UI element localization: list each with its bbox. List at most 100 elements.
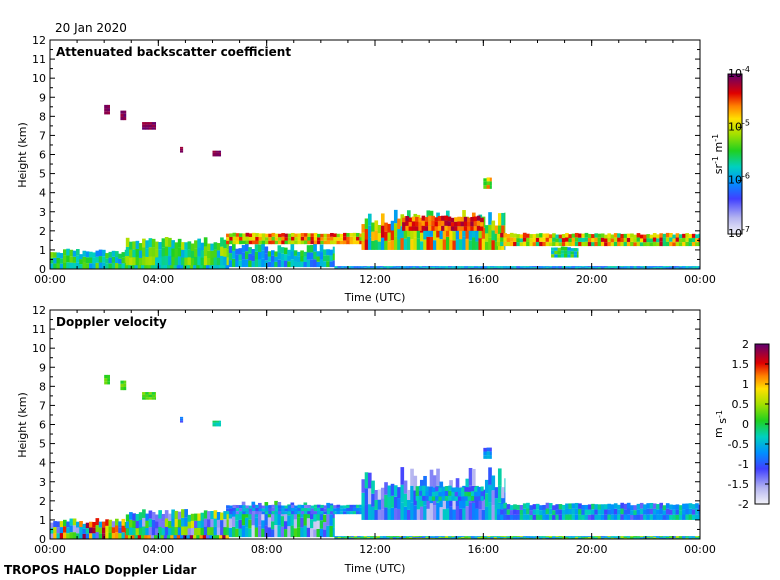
backscatter-heatmap-cell [277, 252, 282, 260]
backscatter-heatmap-cell [190, 250, 195, 258]
doppler-heatmap-cell [226, 511, 230, 520]
backscatter-heatmap-cell [352, 240, 357, 245]
backscatter-heatmap-cell [526, 233, 530, 238]
doppler-heatmap-cell [678, 505, 683, 511]
doppler-heatmap-cell [506, 504, 511, 510]
backscatter-heatmap-cell [245, 243, 249, 252]
doppler-heatmap-cell [571, 508, 576, 515]
backscatter-heatmap-cell [258, 244, 262, 252]
doppler-heatmap-cell [69, 518, 74, 526]
backscatter-heatmap-cell [82, 256, 87, 263]
doppler-heatmap-cell [448, 537, 452, 539]
backscatter-heatmap-cell [555, 238, 560, 243]
doppler-heatmap-cell [455, 478, 460, 493]
doppler-heatmap-cell [665, 503, 670, 509]
backscatter-heatmap-cell [411, 221, 416, 227]
backscatter-heatmap-cell [274, 237, 279, 241]
backscatter-heatmap-cell [496, 237, 501, 243]
doppler-heatmap-cell [155, 521, 159, 529]
doppler-heatmap-cell [380, 487, 385, 499]
doppler-heatmap-cell [403, 480, 408, 494]
doppler-heatmap-cell [416, 509, 421, 520]
doppler-heatmap-cell [95, 532, 100, 539]
doppler-heatmap-cell [108, 519, 113, 527]
backscatter-heatmap-cell [380, 225, 385, 238]
backscatter-heatmap-cell [121, 263, 126, 269]
doppler-heatmap-cell [467, 536, 472, 538]
backscatter-heatmap-cell [626, 237, 631, 242]
doppler-heatmap-cell [390, 483, 395, 496]
backscatter-heatmap-cell [297, 240, 302, 245]
backscatter-heatmap-cell [646, 267, 651, 269]
backscatter-heatmap-cell [194, 240, 198, 249]
backscatter-heatmap-cell [623, 267, 628, 269]
doppler-heatmap-cell [181, 509, 185, 518]
backscatter-heatmap-cell [574, 267, 579, 269]
backscatter-heatmap-cell [313, 236, 318, 241]
backscatter-heatmap-cell [489, 177, 492, 182]
backscatter-heatmap-cell [310, 236, 315, 241]
backscatter-heatmap-cell [483, 185, 487, 189]
backscatter-heatmap-cell [509, 266, 514, 268]
doppler-heatmap-cell [464, 536, 469, 538]
doppler-heatmap-cell [418, 537, 423, 539]
doppler-heatmap-cell [190, 520, 195, 529]
backscatter-heatmap-cell [293, 261, 298, 268]
backscatter-heatmap-cell [226, 241, 230, 250]
backscatter-heatmap-cell [450, 226, 455, 231]
doppler-heatmap-cell [491, 505, 496, 520]
backscatter-heatmap-cell [613, 237, 618, 242]
backscatter-heatmap-cell [210, 257, 214, 266]
backscatter-heatmap-cell [620, 242, 625, 247]
doppler-heatmap-cell [698, 537, 700, 539]
doppler-heatmap-cell [320, 504, 324, 508]
backscatter-heatmap-cell [552, 267, 556, 269]
doppler-heatmap-cell [370, 537, 374, 539]
backscatter-heatmap-cell [554, 247, 558, 251]
backscatter-heatmap-cell [643, 242, 647, 247]
backscatter-heatmap-cell [652, 266, 657, 268]
backscatter-heatmap-cell [89, 251, 93, 258]
backscatter-heatmap-cell [652, 237, 657, 242]
doppler-heatmap-cell [594, 536, 599, 538]
doppler-heatmap-cell [639, 536, 644, 538]
doppler-heatmap-cell [504, 492, 506, 507]
backscatter-heatmap-cell [344, 266, 348, 268]
doppler-heatmap-cell [245, 505, 250, 509]
doppler-heatmap-cell [160, 533, 165, 539]
backscatter-heatmap-cell [688, 234, 693, 239]
backscatter-colorbar-tick-label: 10-4 [728, 65, 750, 80]
doppler-heatmap-cell [587, 504, 592, 510]
backscatter-heatmap-cell [567, 247, 571, 251]
doppler-heatmap-cell [431, 487, 436, 492]
backscatter-heatmap-cell [672, 266, 677, 268]
doppler-heatmap-cell [432, 505, 437, 520]
doppler-heatmap-cell [184, 517, 188, 527]
backscatter-heatmap-cell [643, 267, 647, 269]
backscatter-heatmap-cell [284, 233, 289, 238]
backscatter-y-tick-label: 4 [39, 187, 46, 200]
doppler-heatmap-cell [483, 447, 487, 452]
backscatter-heatmap-cell [229, 233, 233, 237]
doppler-heatmap-cell [431, 536, 436, 538]
backscatter-heatmap-cell [115, 251, 119, 258]
doppler-heatmap-cell [665, 514, 670, 520]
backscatter-heatmap-cell [669, 267, 673, 269]
backscatter-heatmap-cell [519, 238, 524, 243]
doppler-heatmap-cell [349, 504, 354, 508]
backscatter-heatmap-cell [561, 242, 566, 247]
doppler-heatmap-cell [464, 496, 469, 501]
backscatter-heatmap-cell [383, 267, 387, 269]
doppler-heatmap-cell [132, 513, 136, 521]
backscatter-heatmap-cell [76, 255, 80, 263]
doppler-x-tick-label: 12:00 [359, 543, 391, 556]
backscatter-heatmap-cell [513, 267, 517, 269]
doppler-heatmap-cell [501, 498, 505, 509]
doppler-heatmap-cell [339, 505, 344, 509]
backscatter-heatmap-cell [229, 240, 233, 245]
backscatter-heatmap-cell [252, 236, 256, 241]
doppler-heatmap-cell [171, 509, 175, 519]
doppler-heatmap-cell [565, 514, 569, 520]
backscatter-heatmap-cell [669, 237, 673, 242]
backscatter-heatmap-cell [457, 266, 462, 268]
